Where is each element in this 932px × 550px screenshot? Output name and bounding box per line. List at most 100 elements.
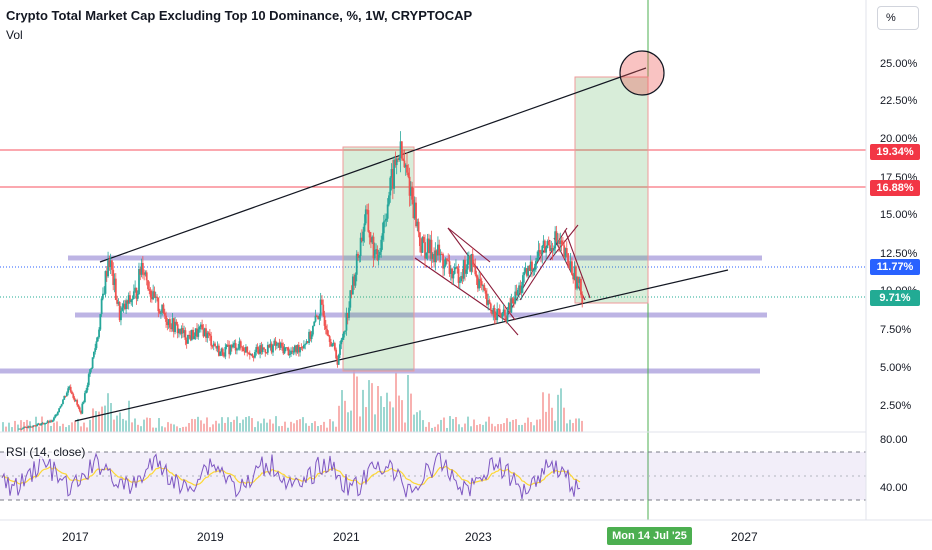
candle-body <box>99 314 102 330</box>
candle-body <box>134 287 137 292</box>
candle-body <box>424 242 426 259</box>
candle-body <box>460 275 463 282</box>
candle-body <box>552 248 555 251</box>
candle-body <box>83 393 86 403</box>
candle-body <box>581 294 584 304</box>
candle-body <box>516 289 519 296</box>
volume-bar <box>572 423 574 432</box>
candle-body <box>519 285 522 293</box>
candle-body <box>98 329 100 338</box>
candle-body <box>82 402 85 404</box>
time-tick: 2019 <box>197 530 224 544</box>
candle-body <box>513 303 515 305</box>
candle-body <box>370 237 372 243</box>
candle-body <box>223 355 225 357</box>
candle-body <box>362 231 365 242</box>
candle-body <box>313 321 316 327</box>
volume-bar <box>50 425 52 432</box>
candle-body <box>577 276 580 283</box>
candle-body <box>304 344 307 346</box>
chart-title: Crypto Total Market Cap Excluding Top 10… <box>6 8 473 23</box>
volume-bar <box>566 423 568 432</box>
volume-bar <box>14 420 16 432</box>
candle-body <box>295 345 298 353</box>
candle-body <box>38 423 41 426</box>
volume-bar <box>536 419 538 432</box>
volume-bar <box>71 422 73 432</box>
candle-body <box>377 255 380 260</box>
volume-bar <box>335 426 337 432</box>
volume-bar <box>476 425 478 432</box>
volume-bar <box>68 425 70 432</box>
candle-body <box>427 238 430 254</box>
candle-body <box>483 285 486 291</box>
candle-body <box>485 293 488 305</box>
volume-bar <box>455 417 457 432</box>
candle-body <box>56 411 59 415</box>
candle-body <box>327 334 330 337</box>
candle-body <box>42 422 45 424</box>
candle-body <box>572 274 575 280</box>
candle-body <box>73 397 76 401</box>
candle-body <box>447 260 450 262</box>
candle-body <box>415 202 417 227</box>
volume-bar <box>557 394 559 432</box>
candle-body <box>367 210 370 232</box>
candle-body <box>252 356 255 358</box>
candle-body <box>408 176 411 196</box>
volume-bar <box>368 380 370 432</box>
candle-body <box>69 386 72 392</box>
candle-body <box>523 271 526 276</box>
candle-body <box>321 299 323 305</box>
candle-body <box>491 310 493 315</box>
candle-body <box>149 290 152 297</box>
price-tick: 25.00% <box>880 58 918 70</box>
candle-body <box>558 241 560 245</box>
candle-body <box>317 316 319 319</box>
candle-body <box>96 337 99 342</box>
candle-body <box>446 258 448 261</box>
candle-body <box>384 220 386 222</box>
candle-body <box>169 319 171 328</box>
candle-body <box>556 241 559 243</box>
candle-body <box>368 231 371 238</box>
candle-body <box>559 240 562 245</box>
volume-bar <box>182 426 184 432</box>
volume-bar <box>434 426 436 432</box>
price-tick: 20.00% <box>880 133 918 145</box>
candle-body <box>284 347 287 349</box>
volume-bar <box>53 422 55 432</box>
candle-body <box>451 268 453 279</box>
volume-bar <box>461 427 463 432</box>
percent-scale-button[interactable]: % <box>877 6 919 30</box>
candle-body <box>422 236 425 243</box>
volume-bar <box>104 405 106 432</box>
candle-body <box>391 169 394 189</box>
candle-body <box>549 245 551 251</box>
candle-body <box>117 302 120 304</box>
volume-bar <box>98 411 100 432</box>
candle-body <box>121 307 124 311</box>
volume-bar <box>395 372 397 432</box>
volume-bar <box>110 403 112 432</box>
candle-body <box>174 321 176 333</box>
volume-bar <box>221 417 223 432</box>
candle-body <box>528 265 531 271</box>
candle-body <box>228 344 231 355</box>
candle-body <box>206 332 209 338</box>
candle-body <box>382 221 385 234</box>
candle-body <box>547 241 550 246</box>
volume-bar <box>119 412 121 432</box>
rsi-indicator-label[interactable]: RSI (14, close) <box>6 445 86 459</box>
candle-body <box>81 403 84 414</box>
candle-body <box>236 349 238 351</box>
volume-bar <box>233 419 235 432</box>
candle-body <box>220 348 223 352</box>
candle-body <box>203 328 206 337</box>
candle-body <box>144 272 147 275</box>
volume-bar <box>356 376 358 432</box>
candle-body <box>456 267 459 269</box>
volume-bar <box>239 423 241 432</box>
candle-body <box>184 330 187 340</box>
